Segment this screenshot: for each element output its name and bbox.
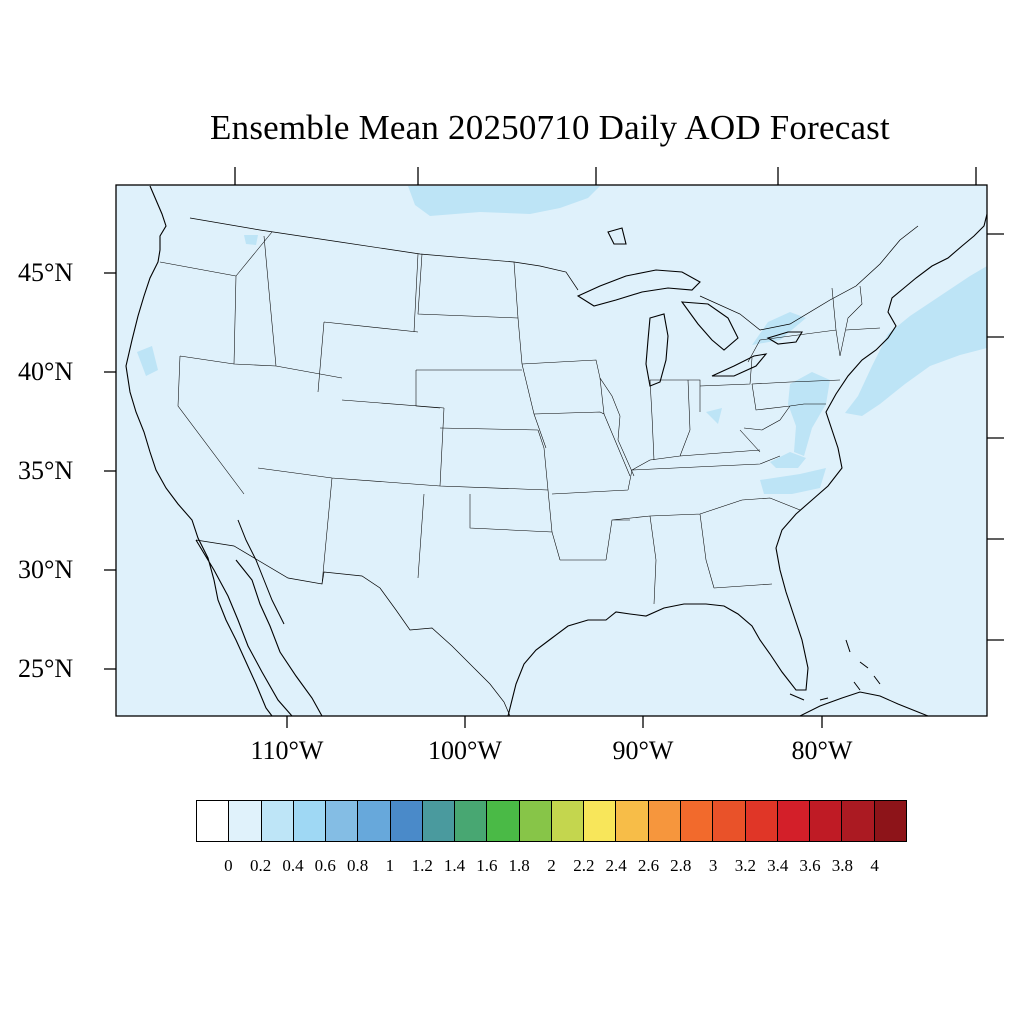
map-frame (115, 184, 988, 717)
colorbar-tick-label: 3.6 (799, 856, 821, 875)
colorbar-tick-label: 3.4 (767, 856, 789, 875)
florida-keys (789, 693, 829, 701)
aod-region-carolinas (760, 468, 826, 494)
colorbar-tick-label: 0.4 (282, 856, 304, 875)
colorbar-tick-label: 1.2 (411, 856, 433, 875)
state-boundaries (159, 231, 881, 605)
colorbar-tick-label: 1 (385, 856, 395, 875)
lake-huron (680, 301, 739, 351)
aod-region-new-york (752, 312, 806, 345)
lon-label-110w: 110°W (250, 736, 324, 765)
colorbar-tick-label: 1.4 (443, 856, 466, 875)
lat-label-30: 30°N (18, 555, 74, 584)
colorbar-box (519, 801, 552, 841)
lake-superior (576, 269, 701, 307)
lake-michigan (645, 313, 669, 387)
lat-label-45: 45°N (18, 258, 74, 287)
colorbar-tick-label: 1.8 (508, 856, 530, 875)
lat-label-35: 35°N (18, 456, 74, 485)
aod-region-ohio (706, 408, 722, 424)
colorbar-box (326, 801, 359, 841)
lon-label-100w: 100°W (428, 736, 502, 765)
cuba (799, 691, 929, 716)
colorbar-box (874, 801, 906, 841)
colorbar-box (842, 801, 875, 841)
gulf-of-california (237, 519, 285, 625)
colorbar-box (293, 801, 327, 841)
colorbar-box (584, 801, 617, 841)
colorbar-tick-label: 0.6 (314, 856, 336, 875)
colorbar-tick-label: 2.2 (573, 856, 595, 875)
tick-marks (104, 167, 1004, 728)
colorbar-box (197, 801, 230, 841)
colorbar-box (810, 801, 843, 841)
great-lakes (576, 227, 803, 387)
colorbar-box (551, 801, 585, 841)
aod-region-northeast-atlantic (845, 266, 987, 416)
colorbar-tick-label: 3.8 (831, 856, 853, 875)
colorbar-tick-label: 0 (224, 856, 233, 875)
coastline (125, 185, 987, 716)
aod-region-california (137, 346, 158, 376)
colorbar-tick-label: 0.8 (346, 856, 369, 875)
colorbar-tick-label: 2.6 (637, 856, 660, 875)
aod-region-canada (408, 186, 600, 216)
lat-label-25: 25°N (18, 654, 74, 683)
colorbar-tick-label: 2.8 (670, 856, 692, 875)
colorbar-box (680, 801, 714, 841)
aod-region-mid-atlantic (788, 372, 830, 456)
colorbar-box (745, 801, 778, 841)
colorbar-tick-label: 1.6 (476, 856, 498, 875)
colorbar-box (422, 801, 456, 841)
lon-label-80w: 80°W (791, 736, 853, 765)
colorbar-box (713, 801, 746, 841)
colorbar-tick-label: 3.2 (734, 856, 757, 875)
mexico-border (195, 539, 511, 716)
lon-label-90w: 90°W (612, 736, 674, 765)
colorbar-tick-label: 2 (547, 856, 556, 875)
colorbar-box (390, 801, 423, 841)
lake-winnipeg-area (607, 227, 627, 245)
bahamas (845, 639, 881, 691)
colorbar-box (648, 801, 681, 841)
colorbar-tick-label: 0.2 (250, 856, 272, 875)
elevated-aod-regions (137, 186, 987, 494)
map-title: Ensemble Mean 20250710 Daily AOD Forecas… (210, 108, 890, 147)
canada-border (189, 217, 919, 331)
lat-label-40: 40°N (18, 357, 74, 386)
colorbar-box (616, 801, 649, 841)
lake-ontario (766, 331, 803, 345)
colorbar-box (455, 801, 488, 841)
colorbar-box (261, 801, 294, 841)
colorbar-box (229, 801, 262, 841)
colorbar-tick-label: 3 (708, 856, 718, 875)
map-background (116, 185, 987, 716)
colorbar-box (487, 801, 520, 841)
colorbar-box (358, 801, 391, 841)
colorbar-box (777, 801, 811, 841)
colorbar-tick-label: 4 (870, 856, 879, 875)
lake-erie (711, 353, 768, 377)
aod-colorbar (196, 800, 907, 842)
aod-region-washington (244, 235, 258, 245)
aod-region-appalachia (770, 452, 806, 468)
colorbar-tick-label: 2.4 (605, 856, 627, 875)
